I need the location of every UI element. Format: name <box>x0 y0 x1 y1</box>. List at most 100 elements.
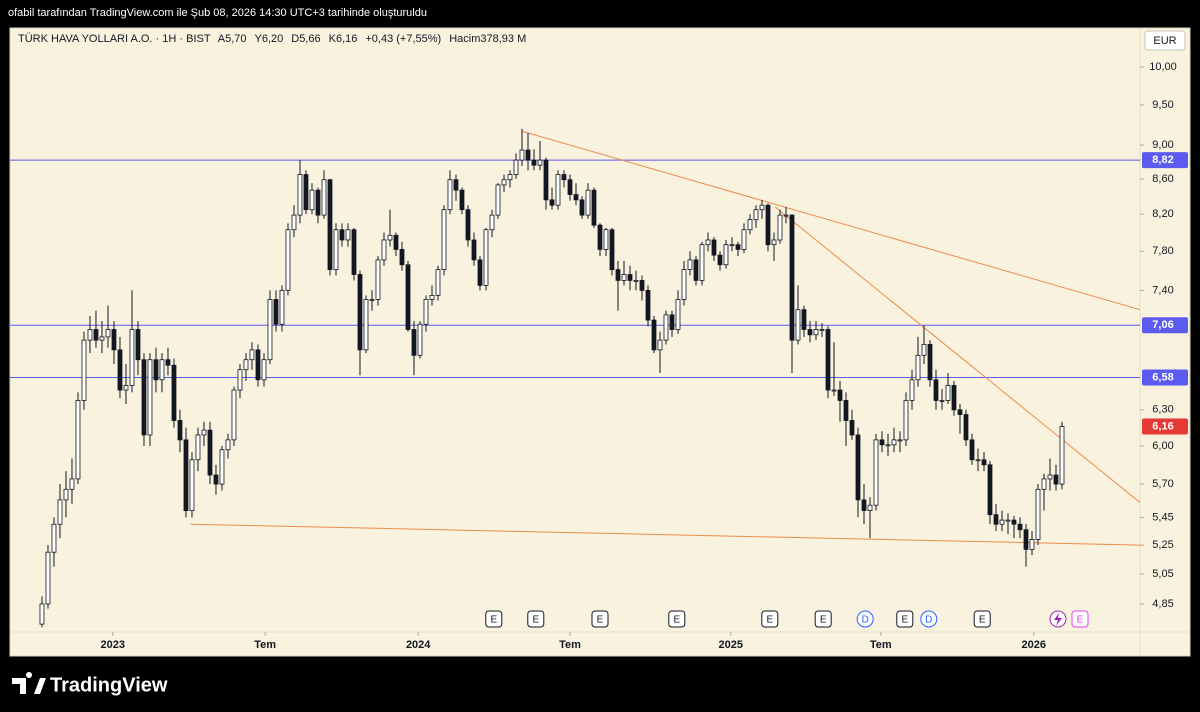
candle-body <box>915 354 921 381</box>
x-tick-label: Tem <box>254 639 276 651</box>
candle-body <box>315 189 321 216</box>
event-badge: D <box>920 610 938 628</box>
event-shape <box>761 610 779 628</box>
event-badge: D <box>856 610 874 628</box>
candle-body <box>411 329 417 356</box>
candle-body <box>159 359 165 381</box>
x-tick-label: Tem <box>870 639 892 651</box>
event-shape <box>591 610 609 628</box>
candle-body <box>765 204 771 246</box>
candle-body <box>501 179 507 186</box>
candle-body <box>327 179 333 271</box>
candle-body <box>891 439 897 446</box>
last-price-box <box>1142 418 1188 435</box>
candle-body <box>969 439 975 461</box>
candle-body <box>1047 474 1053 480</box>
candle-body <box>591 189 597 226</box>
candle-body <box>573 194 579 201</box>
candle-body <box>987 464 993 516</box>
candle-body <box>603 229 609 250</box>
y-tick-label: 7,80 <box>1152 245 1173 257</box>
candle-body <box>105 329 111 338</box>
candle-body <box>621 274 627 281</box>
candle-body <box>507 174 513 181</box>
candle-body <box>447 179 453 211</box>
candle-body <box>243 359 249 371</box>
candle-body <box>261 359 267 381</box>
candle-body <box>729 244 735 247</box>
candle-body <box>135 329 141 361</box>
candle-body <box>363 299 369 351</box>
event-label: E <box>1077 615 1084 626</box>
candle-body <box>657 339 663 351</box>
candle-body <box>219 449 225 485</box>
candle-body <box>255 349 261 381</box>
candle-body <box>639 280 645 291</box>
candle-body <box>651 319 657 351</box>
event-label: E <box>597 615 604 626</box>
candle-body <box>87 329 93 341</box>
candle-body <box>489 214 495 231</box>
candle-body <box>381 239 387 261</box>
candle-body <box>963 414 969 441</box>
y-tick-label: 4,85 <box>1152 598 1173 610</box>
candle-body <box>141 359 147 436</box>
candle-body <box>309 189 315 211</box>
event-badge: E <box>761 610 779 628</box>
header-title: ofabil tarafından TradingView.com ile Şu… <box>8 7 427 19</box>
lightning-icon <box>1054 613 1062 626</box>
brand: TradingView <box>50 674 168 696</box>
event-shape <box>896 610 914 628</box>
candle-body <box>453 179 459 191</box>
candle-body <box>399 249 405 266</box>
candle-body <box>495 184 501 216</box>
candle-body <box>195 434 201 461</box>
currency-button[interactable] <box>1144 30 1186 51</box>
candle-body <box>357 274 363 351</box>
candle-body <box>585 189 591 216</box>
candle-body <box>333 229 339 271</box>
candle-body <box>879 439 885 446</box>
candle-body <box>867 504 873 511</box>
candle-body <box>111 329 117 351</box>
candle-body <box>345 229 351 241</box>
candle-body <box>1023 529 1029 550</box>
event-label: E <box>532 615 539 626</box>
candle-body <box>873 439 879 506</box>
candle-body <box>231 389 237 441</box>
candle-body <box>183 439 189 511</box>
candle-body <box>123 385 129 391</box>
candle-body <box>861 499 867 511</box>
candle-body <box>951 385 957 411</box>
event-badge: E <box>527 610 545 628</box>
event-shape <box>814 610 832 628</box>
candle-body <box>303 174 309 211</box>
y-tick-label: 9,00 <box>1152 139 1173 151</box>
candle-body <box>885 444 891 447</box>
candle-body <box>171 364 177 421</box>
candle-body <box>999 519 1005 525</box>
event-label: E <box>901 615 908 626</box>
candle-body <box>339 229 345 241</box>
candle-body <box>789 214 795 341</box>
candle-body <box>189 459 195 511</box>
candle-body <box>177 420 183 441</box>
candle-body <box>801 309 807 330</box>
candle-body <box>435 269 441 296</box>
legend-item: TÜRK HAVA YOLLARI A.O. · 1H · BIST <box>18 33 211 45</box>
candle-body <box>45 551 51 605</box>
candle-body <box>249 349 255 361</box>
candle-body <box>213 474 219 485</box>
candle-body <box>747 219 753 231</box>
candle-body <box>291 214 297 231</box>
price-label-box <box>1142 317 1188 334</box>
candle-body <box>405 264 411 330</box>
legend-item: Hacim378,93 M <box>449 33 526 45</box>
x-tick-label: 2026 <box>1022 639 1046 651</box>
candle-body <box>465 209 471 241</box>
event-label: E <box>766 615 773 626</box>
candle-body <box>957 409 963 415</box>
event-label: D <box>862 615 869 626</box>
candle-body <box>225 439 231 451</box>
